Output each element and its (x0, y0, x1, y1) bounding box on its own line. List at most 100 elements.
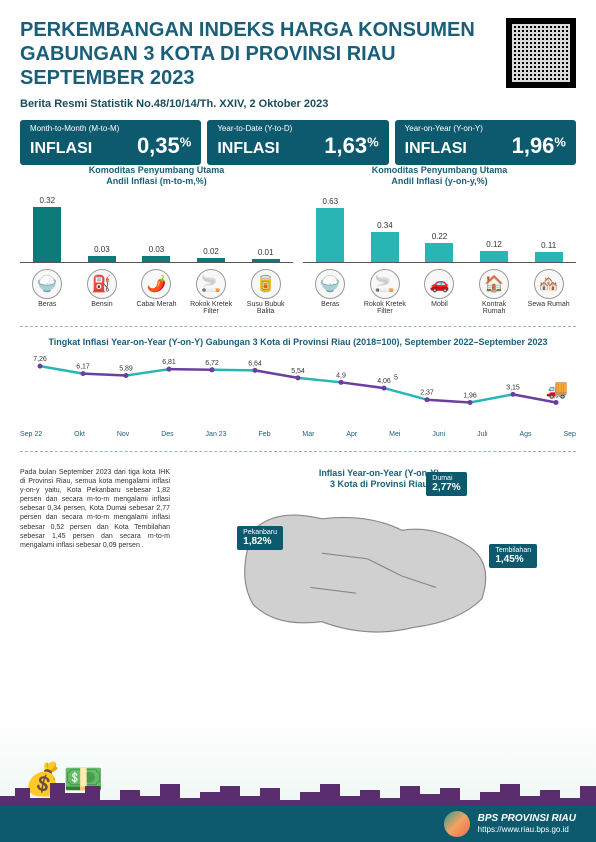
line-value-label: 2,37 (420, 390, 434, 397)
city-badge-dumai: Dumai2,77% (426, 472, 466, 496)
commodity-item: ⛽ Bensin (80, 269, 124, 316)
bar (480, 251, 508, 261)
commodity-label: Bensin (91, 301, 112, 309)
line-value-label: 5,89 (119, 365, 133, 372)
month-label: Mar (302, 431, 314, 438)
title-line-2: GABUNGAN 3 KOTA DI PROVINSI RIAU (20, 42, 506, 66)
charts-row: Komoditas Penyumbang Utama Andil Inflasi… (0, 165, 596, 316)
bar (535, 252, 563, 261)
month-label: Okt (74, 431, 85, 438)
line-labels: Sep 22OktNovDesJan 23FebMarAprMeiJuniJul… (20, 431, 576, 438)
month-label: Jan 23 (206, 431, 227, 438)
line-value-label: 3,15 (506, 384, 520, 391)
commodity-icon: 🍚 (32, 269, 62, 299)
bar-item: 0.01 (238, 248, 293, 262)
month-label: Mei (389, 431, 400, 438)
commodity-item: 🏠 Kontrak Rumah (472, 269, 516, 316)
line-chart-title: Tingkat Inflasi Year-on-Year (Y-on-Y) Ga… (20, 337, 576, 347)
commodity-label: Beras (38, 301, 56, 309)
line-point (382, 386, 387, 391)
commodity-label: Sewa Rumah (528, 301, 570, 309)
bar-value: 0.32 (40, 196, 56, 205)
divider-1 (20, 326, 576, 327)
chart-mtm: Komoditas Penyumbang Utama Andil Inflasi… (20, 165, 293, 316)
month-label: Nov (117, 431, 129, 438)
bar-item: 0.03 (129, 245, 184, 261)
map-section: Pada bulan September 2023 dari tiga kota… (0, 462, 596, 648)
commodity-label: Susu Bubuk Balita (244, 301, 288, 316)
city-name: Dumai (432, 475, 460, 482)
line-point (511, 392, 516, 397)
stat-box-1: Year-to-Date (Y-to-D) INFLASI 1,63% (207, 120, 388, 165)
month-label: Juli (477, 431, 488, 438)
commodity-label: Rokok Kretek Filter (363, 301, 407, 316)
line-value-label: 7,26 (33, 356, 47, 363)
bar-item: 0.34 (358, 221, 413, 261)
stat-label: Year-on-Year (Y-on-Y) (405, 124, 566, 133)
line-value-label: 4,06 (377, 378, 391, 385)
footer-text: BPS PROVINSI RIAU https://www.riau.bps.g… (478, 813, 576, 835)
bar (197, 258, 225, 261)
truck-icon: 🚚 (546, 379, 568, 400)
map-area: Inflasi Year-on-Year (Y-on-Y) 3 Kota di … (182, 468, 576, 648)
skyline (0, 778, 596, 806)
city-name: Tembilahan (495, 547, 531, 554)
month-label: Apr (346, 431, 357, 438)
bars-mtm: 0.32 0.03 0.03 0.02 0.01 (20, 193, 293, 263)
city-badge-pekanbaru: Pekanbaru1,82% (237, 526, 283, 550)
bar-item: 0.11 (521, 241, 576, 261)
commodity-label: Rokok Kretek Filter (189, 301, 233, 316)
line-point (253, 368, 258, 373)
line-point (468, 400, 473, 405)
footer-title: BPS PROVINSI RIAU (478, 813, 576, 825)
commodity-item: 🚗 Mobil (417, 269, 461, 316)
city-value: 1,45% (495, 554, 531, 565)
bar-value: 0.34 (377, 221, 393, 230)
stat-name: INFLASI (30, 140, 92, 158)
line-point (124, 373, 129, 378)
line-value-label: 1,96 (463, 392, 477, 399)
commodity-item: 🚬 Rokok Kretek Filter (363, 269, 407, 316)
commodity-label: Cabai Merah (136, 301, 176, 309)
chart-yoy-title: Komoditas Penyumbang Utama Andil Inflasi… (303, 165, 576, 187)
month-label: Juni (432, 431, 445, 438)
chart-yoy: Komoditas Penyumbang Utama Andil Inflasi… (303, 165, 576, 316)
line-point (339, 380, 344, 385)
stat-row: Month-to-Month (M-to-M) INFLASI 0,35% Ye… (0, 120, 596, 165)
commodity-icon: 🚬 (370, 269, 400, 299)
line-point (296, 375, 301, 380)
bar (88, 256, 116, 261)
line-point (38, 364, 43, 369)
line-point (425, 397, 430, 402)
title-line-3: SEPTEMBER 2023 (20, 66, 506, 90)
line-section: Tingkat Inflasi Year-on-Year (Y-on-Y) Ga… (0, 337, 596, 441)
bar-value: 0.02 (203, 247, 219, 256)
icons-yoy: 🍚 Beras🚬 Rokok Kretek Filter🚗 Mobil🏠 Kon… (303, 269, 576, 316)
stat-unit: % (367, 135, 379, 150)
stat-value: 1,63 (324, 133, 367, 158)
bar (142, 256, 170, 261)
bar-value: 0.63 (323, 197, 339, 206)
bps-logo (444, 811, 470, 837)
footer-url: https://www.riau.bps.go.id (478, 825, 576, 835)
stat-box-2: Year-on-Year (Y-on-Y) INFLASI 1,96% (395, 120, 576, 165)
bars-yoy: 0.63 0.34 0.22 0.12 0.11 (303, 193, 576, 263)
bar (425, 243, 453, 262)
line-value-label: 4,9 (336, 372, 346, 379)
month-label: Ags (519, 431, 531, 438)
bar-value: 0.12 (486, 240, 502, 249)
line-svg: 7,266,175,896,816,726,645,544,94,062,371… (20, 351, 576, 426)
bar-value: 0.03 (149, 245, 165, 254)
title-line-1: PERKEMBANGAN INDEKS HARGA KONSUMEN (20, 18, 506, 42)
line-value-label: 5,54 (291, 368, 305, 375)
stat-label: Year-to-Date (Y-to-D) (217, 124, 378, 133)
commodity-item: 🥫 Susu Bubuk Balita (244, 269, 288, 316)
bar-item: 0.03 (75, 245, 130, 261)
line-value-label: 6,81 (162, 359, 176, 366)
stat-value: 0,35 (137, 133, 180, 158)
commodity-icon: 🚗 (424, 269, 454, 299)
chart-mtm-title: Komoditas Penyumbang Utama Andil Inflasi… (20, 165, 293, 187)
bar-item: 0.12 (467, 240, 522, 261)
city-value: 1,82% (243, 536, 277, 547)
line-chart: 7,266,175,896,816,726,645,544,94,062,371… (20, 351, 576, 441)
